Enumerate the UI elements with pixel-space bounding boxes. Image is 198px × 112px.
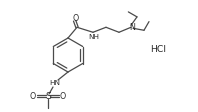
Text: O: O <box>60 92 66 101</box>
Text: HN: HN <box>50 79 61 85</box>
Text: O: O <box>30 92 36 101</box>
Text: O: O <box>73 14 79 23</box>
Text: NH: NH <box>89 33 100 39</box>
Text: N: N <box>129 23 135 31</box>
Text: HCl: HCl <box>150 45 166 54</box>
Text: S: S <box>45 92 51 101</box>
